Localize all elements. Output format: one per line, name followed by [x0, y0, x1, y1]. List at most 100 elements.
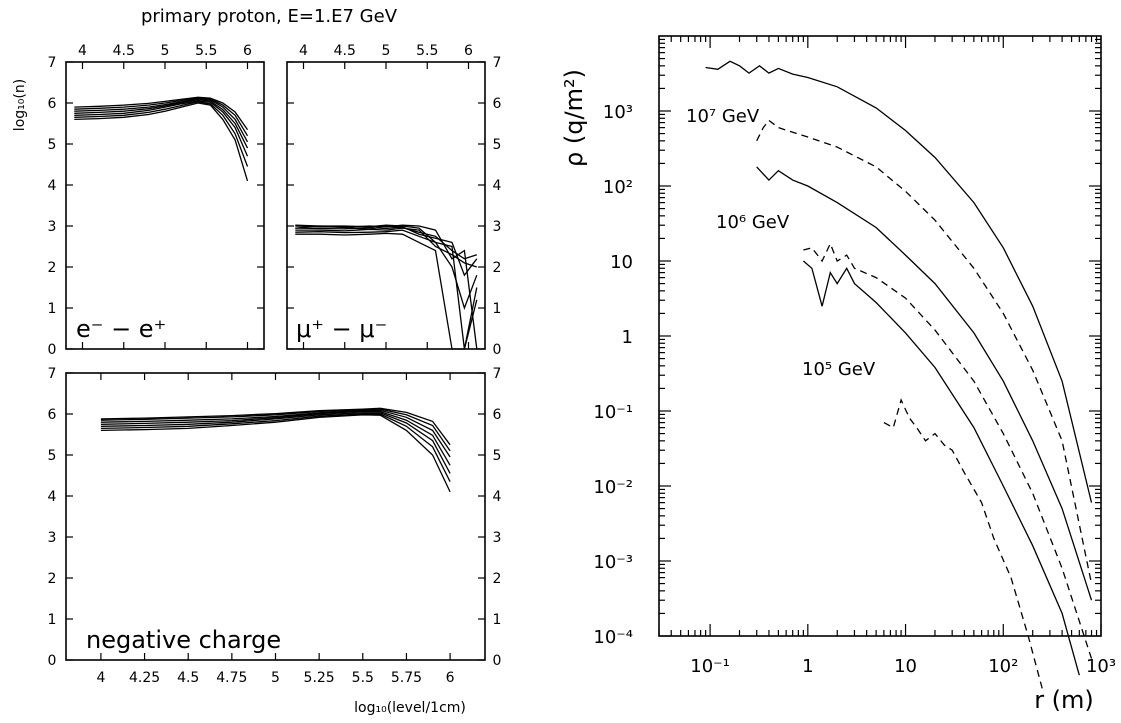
muon-excess-ytick-label: 4: [493, 178, 502, 194]
lateral-density-curves: [705, 60, 1093, 689]
negative-charge-series-1: [100, 414, 451, 493]
negative-charge-xtick-label: 5.25: [304, 670, 335, 686]
muon-excess-ytick-label: 7: [493, 55, 502, 71]
lateral-density-ytick-label: 10: [610, 252, 633, 273]
electron-excess-xtick-label: 4: [78, 43, 87, 59]
electron-excess-ytick-label: 4: [48, 178, 57, 194]
electron-excess-ytick-label: 5: [48, 137, 57, 153]
lateral-density-series-2: [756, 119, 1093, 584]
negative-charge-ytick-label: 5: [493, 448, 502, 464]
negative-charge-xtick-label: 4.25: [129, 670, 160, 686]
electron-excess-series-2: [74, 101, 249, 167]
electron-excess-xtick-label: 4.5: [113, 43, 135, 59]
electron-excess-annotation: e⁻ − e⁺: [76, 315, 166, 343]
lateral-density-ytick-label: 1: [622, 327, 633, 348]
muon-excess-series-6: [295, 224, 478, 350]
negative-charge-series-6: [100, 408, 451, 452]
negative-charge-ytick-label: 1: [493, 612, 502, 628]
negative-charge-series-2: [100, 413, 451, 482]
lateral-density-ytick-label: 10⁻²: [593, 477, 633, 498]
muon-excess-xtick-label: 5: [382, 43, 391, 59]
negative-charge-ytick-label: 3: [493, 530, 502, 546]
energy-label-1e5: 10⁵ GeV: [802, 359, 876, 380]
negative-charge-panel: 4 4.25 4.5 4.75 5 5.25 5.5 5.75 6 0 0 1 1 2 2 3 3 4 4 5 5 6 6…: [48, 366, 502, 716]
lateral-density-xlabel: r (m): [1034, 686, 1094, 714]
lateral-density-xtick-label: 10: [894, 656, 917, 677]
negative-charge-ytick-label: 6: [493, 407, 502, 423]
muon-excess-xtick-label: 6: [464, 43, 473, 59]
muon-excess-ytick-label: 3: [493, 219, 502, 235]
muon-excess-ytick-label: 1: [493, 301, 502, 317]
electron-excess-curves: [74, 96, 249, 182]
negative-charge-curves: [100, 407, 451, 493]
lateral-density-xtick-label: 10⁻¹: [690, 656, 730, 677]
negative-charge-xtick-label: 5.75: [391, 670, 422, 686]
electron-excess-series-7: [74, 96, 249, 131]
negative-charge-series-7: [100, 407, 451, 446]
negative-charge-x-ticks: 4 4.25 4.5 4.75 5 5.25 5.5 5.75 6: [96, 373, 455, 686]
lateral-density-xtick-label: 10³: [1086, 656, 1116, 677]
muon-excess-ytick-label: 2: [493, 260, 502, 276]
electron-excess-series-6: [74, 97, 249, 137]
negative-charge-y-ticks: 0 0 1 1 2 2 3 3 4 4 5 5 6 6 7 7: [48, 366, 502, 669]
negative-charge-ytick-label: 4: [493, 489, 502, 505]
lateral-density-ylabel: ρ (q/m²): [560, 69, 588, 167]
muon-excess-y-ticks: 0 1 2 3 4 5 6 7: [287, 55, 502, 358]
negative-charge-xlabel: log₁₀(level/1cm): [354, 700, 466, 716]
negative-charge-ytick-label: 2: [48, 571, 57, 587]
negative-charge-ytick-label: 0: [48, 653, 57, 669]
electron-excess-ytick-label: 2: [48, 260, 57, 276]
negative-charge-series-4: [100, 410, 451, 466]
lateral-density-ytick-label: 10⁻⁴: [593, 627, 633, 648]
figure-title: primary proton, E=1.E7 GeV: [141, 6, 398, 27]
lateral-density-xtick-label: 10²: [988, 656, 1018, 677]
negative-charge-ytick-label: 6: [48, 407, 57, 423]
negative-charge-series-3: [100, 412, 451, 474]
lateral-density-series-5: [802, 260, 1080, 676]
muon-excess-xtick-label: 4: [299, 43, 308, 59]
muon-excess-annotation: μ⁺ − μ⁻: [296, 315, 387, 343]
lateral-density-y-ticks: 10⁻⁴ 10⁻³ 10⁻² 10⁻¹ 1 10 10² 10³: [593, 38, 1101, 648]
electron-excess-ylabel: log₁₀(n): [12, 79, 28, 131]
negative-charge-xtick-label: 4: [96, 670, 105, 686]
negative-charge-xtick-label: 6: [446, 670, 455, 686]
negative-charge-ytick-label: 5: [48, 448, 57, 464]
lateral-density-series-1: [705, 60, 1093, 503]
negative-charge-ytick-label: 7: [493, 366, 502, 382]
negative-charge-ytick-label: 1: [48, 612, 57, 628]
lateral-density-series-6: [883, 398, 1043, 689]
lateral-density-ytick-label: 10²: [603, 177, 633, 198]
muon-excess-ytick-label: 6: [493, 96, 502, 112]
energy-label-1e6: 10⁶ GeV: [716, 212, 790, 233]
electron-excess-y-ticks: 0 1 2 3 4 5 6 7: [48, 55, 264, 358]
muon-excess-panel: 4 4.5 5 5.5 6 0 1 2 3 4 5 6 7 μ⁺ − μ⁻: [286, 43, 502, 358]
electron-excess-top-ticks: 4 4.5 5 5.5 6: [78, 43, 252, 349]
lateral-density-panel: 10⁻¹ 1 10 10² 10³ 10⁻⁴10⁻³10⁻²10⁻¹11010²10³ …: [560, 35, 1116, 714]
electron-excess-panel: 4 4.5 5 5.5 6 0 1 2 3 4 5 6 7 log₁₀(n) e⁻ − e⁺: [12, 43, 265, 358]
electron-excess-xtick-label: 6: [243, 43, 252, 59]
muon-excess-xtick-label: 5.5: [416, 43, 438, 59]
electron-excess-series-4: [74, 99, 249, 149]
negative-charge-xtick-label: 5: [271, 670, 280, 686]
lateral-density-series-3: [756, 166, 1093, 601]
lateral-density-x-ticks: 10⁻¹ 1 10 10² 10³: [658, 36, 1116, 677]
muon-excess-series-1: [295, 232, 478, 350]
lateral-density-series-4: [803, 242, 1093, 659]
muon-excess-frame: [286, 61, 486, 350]
electron-excess-ytick-label: 6: [48, 96, 57, 112]
negative-charge-series-5: [100, 409, 451, 458]
electron-excess-series-1: [74, 102, 249, 182]
lateral-density-ytick-label: 10³: [603, 102, 633, 123]
electron-excess-xtick-label: 5: [161, 43, 170, 59]
energy-label-1e7: 10⁷ GeV: [686, 106, 760, 127]
electron-excess-series-3: [74, 100, 249, 157]
muon-excess-ytick-label: 0: [493, 342, 502, 358]
negative-charge-xtick-label: 4.75: [216, 670, 247, 686]
muon-excess-top-ticks: 4 4.5 5 5.5 6: [299, 43, 473, 349]
electron-excess-xtick-label: 5.5: [195, 43, 217, 59]
electron-excess-ytick-label: 0: [48, 342, 57, 358]
negative-charge-ytick-label: 4: [48, 489, 57, 505]
lateral-density-xtick-label: 1: [802, 656, 813, 677]
electron-excess-ytick-label: 3: [48, 219, 57, 235]
